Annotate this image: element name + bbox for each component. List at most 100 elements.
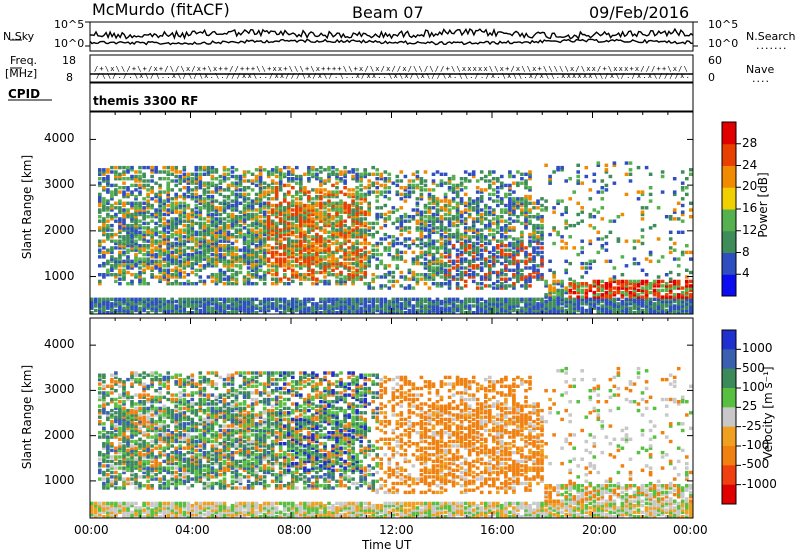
power-cell [431, 215, 436, 219]
power-cell [311, 257, 315, 261]
power-cell [170, 268, 174, 272]
power-cell [226, 232, 231, 237]
power-cell [471, 304, 476, 308]
power-cell [431, 252, 436, 257]
power-cell [94, 297, 98, 301]
power-cell [262, 270, 267, 275]
power-cell [479, 308, 484, 313]
power-cell [198, 297, 203, 301]
power-cell [158, 302, 162, 306]
power-cell [130, 174, 134, 179]
power-cell [475, 246, 480, 250]
power-cell [283, 252, 287, 257]
power-cell [126, 168, 130, 172]
power-cell [319, 259, 323, 263]
power-cell [102, 299, 106, 304]
power-cell [274, 230, 279, 234]
power-cell [560, 288, 564, 293]
power-cell [664, 273, 669, 277]
power-cell [266, 223, 271, 228]
power-cell [608, 302, 613, 306]
power-cell [604, 308, 609, 313]
power-cell [182, 282, 187, 286]
power-cell [174, 255, 178, 259]
power-cell [242, 208, 247, 212]
power-cell [138, 208, 142, 212]
power-cell [319, 179, 323, 183]
power-cell [644, 308, 649, 313]
power-cell [327, 212, 331, 217]
power-cell [484, 259, 488, 263]
power-cell [596, 230, 601, 234]
power-cell [130, 306, 134, 310]
power-cell [126, 165, 130, 170]
power-cell [270, 228, 275, 232]
power-cell [512, 208, 516, 212]
power-cell [475, 264, 480, 268]
power-cell [536, 250, 540, 255]
power-cell [484, 217, 488, 221]
power-cell [174, 248, 178, 252]
power-cell [162, 203, 166, 208]
power-cell [166, 241, 170, 246]
power-cell [355, 248, 359, 252]
power-cell [154, 304, 158, 308]
freq-marker: x [213, 65, 217, 73]
freq-marker: \ [348, 65, 352, 73]
power-cell [435, 268, 440, 272]
power-cell [146, 206, 150, 210]
power-cell [319, 297, 323, 301]
power-cell [315, 232, 319, 237]
power-cell [596, 163, 601, 167]
power-cell [246, 235, 251, 239]
power-cell [102, 221, 106, 226]
power-cell [178, 215, 182, 219]
power-cell [238, 232, 243, 237]
power-cell [299, 226, 303, 230]
power-cell [230, 212, 235, 217]
power-cell [98, 203, 102, 208]
power-cell [170, 311, 174, 315]
power-cell [278, 177, 283, 181]
power-cell [407, 268, 412, 272]
power-cell [126, 282, 130, 286]
power-cell [451, 197, 456, 201]
power-cell [536, 230, 540, 234]
power-cell [291, 311, 295, 315]
power-cell [114, 275, 118, 279]
power-cell [262, 219, 267, 223]
power-cell [435, 219, 440, 223]
power-cell [150, 266, 154, 270]
power-cell [98, 311, 102, 315]
power-cell [122, 208, 126, 212]
power-cell [118, 259, 122, 263]
power-cell [146, 165, 150, 170]
power-cell [198, 244, 203, 248]
power-cell [307, 215, 311, 219]
power-cell [106, 206, 110, 210]
power-cell [528, 304, 532, 308]
power-cell [564, 219, 568, 223]
power-cell [287, 223, 291, 228]
power-cell [234, 239, 239, 243]
power-cell [395, 219, 400, 223]
power-cell [327, 304, 331, 308]
power-cell [291, 179, 295, 183]
power-cell [146, 228, 150, 232]
power-cell [588, 302, 593, 306]
power-cell [604, 293, 609, 297]
power-cell [664, 282, 669, 286]
power-cell [564, 297, 568, 301]
power-cell [556, 201, 560, 205]
power-cell [540, 308, 544, 313]
power-cell [427, 208, 432, 212]
power-cell [339, 226, 343, 230]
power-cell [246, 223, 251, 228]
power-cell [427, 232, 432, 237]
power-cell [194, 261, 199, 266]
power-cell [544, 284, 548, 288]
power-cell [411, 250, 416, 255]
power-cell [600, 286, 605, 290]
power-cell [242, 248, 247, 252]
power-cell [335, 194, 339, 199]
